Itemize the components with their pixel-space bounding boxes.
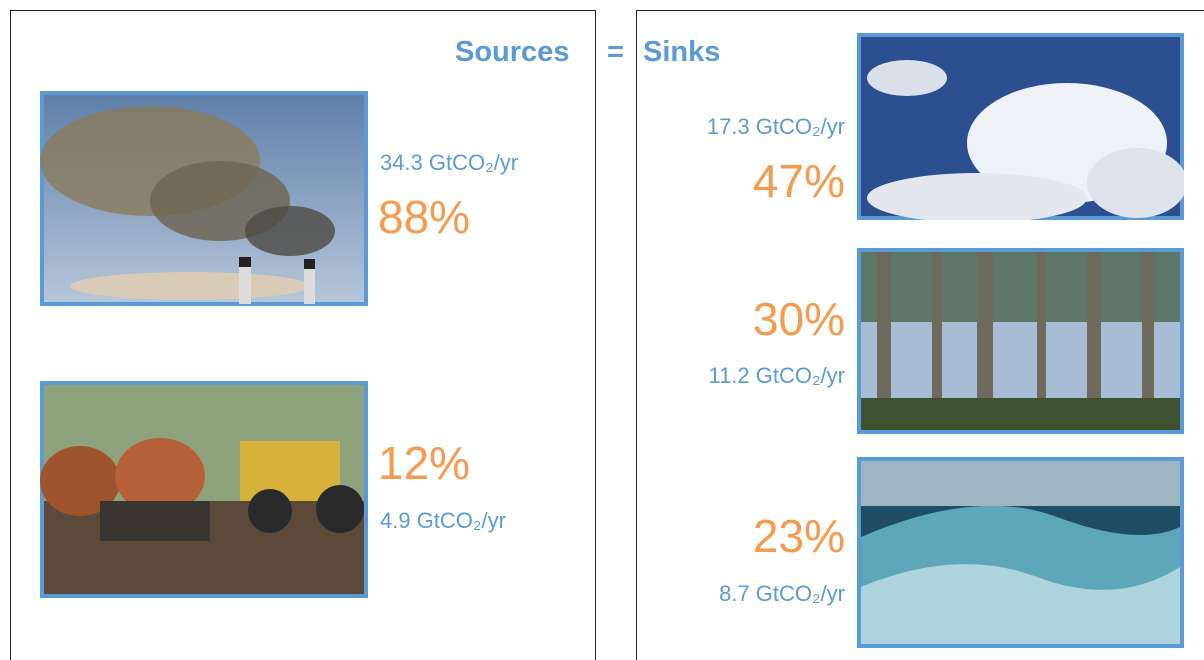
sinks-heading: Sinks xyxy=(643,36,720,69)
sources-heading: Sources xyxy=(455,36,569,69)
smokestack-photo xyxy=(40,91,368,306)
source-amount: 34.3 GtCO₂/yr xyxy=(380,150,518,176)
page: Sources = Sinks 34.3 GtCO₂/yr 88% 12% 4.… xyxy=(0,0,1204,659)
sink-share: 30% xyxy=(625,292,845,346)
sink-amount: 17.3 GtCO₂/yr xyxy=(625,114,845,140)
clouds-photo xyxy=(857,33,1184,220)
sink-share: 23% xyxy=(625,509,845,563)
sink-amount: 8.7 GtCO₂/yr xyxy=(625,581,845,607)
source-amount: 4.9 GtCO₂/yr xyxy=(380,508,506,534)
forest-photo xyxy=(857,248,1184,434)
ocean-photo xyxy=(857,457,1184,648)
source-share: 88% xyxy=(378,190,470,244)
source-share: 12% xyxy=(378,436,470,490)
sink-share: 47% xyxy=(625,154,845,208)
equals-sign: = xyxy=(607,36,624,69)
logging-photo xyxy=(40,381,368,598)
sink-amount: 11.2 GtCO₂/yr xyxy=(625,363,845,389)
